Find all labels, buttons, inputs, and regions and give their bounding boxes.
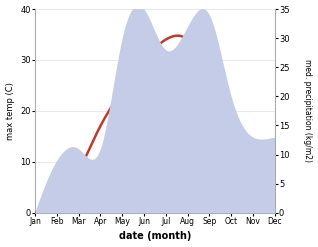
X-axis label: date (month): date (month) (119, 231, 191, 242)
Y-axis label: med. precipitation (kg/m2): med. precipitation (kg/m2) (303, 59, 313, 162)
Y-axis label: max temp (C): max temp (C) (5, 82, 15, 140)
